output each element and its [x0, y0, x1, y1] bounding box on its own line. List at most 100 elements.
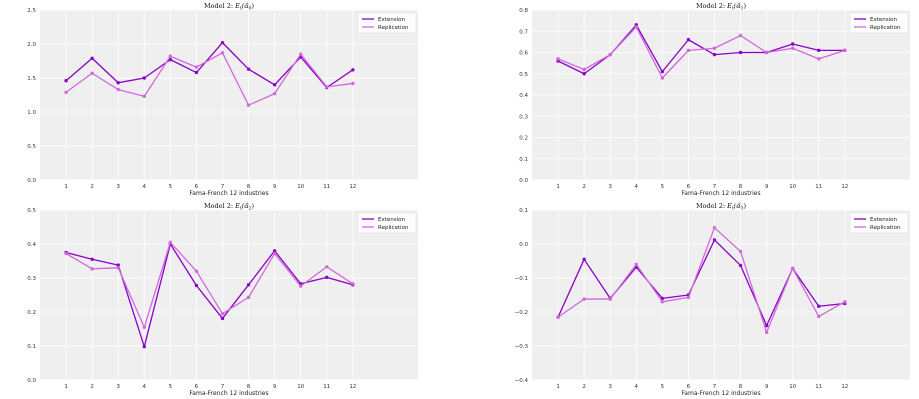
y-tick-label: 0.1	[27, 344, 36, 350]
y-tick-label: 0.0	[519, 242, 528, 248]
x-tick-label: 4	[143, 384, 147, 390]
data-point-extension	[790, 42, 795, 46]
data-point-extension	[90, 257, 94, 261]
data-point-extension	[582, 72, 586, 76]
x-tick-label: 6	[195, 184, 199, 190]
legend-label: Replication	[378, 25, 409, 31]
data-point-extension	[351, 68, 355, 72]
data-point-extension	[764, 323, 769, 328]
series-line-replication	[65, 52, 353, 106]
data-point-extension	[168, 57, 173, 62]
data-point-extension	[712, 238, 717, 242]
data-point-extension	[116, 263, 120, 267]
data-point-replication	[764, 330, 769, 335]
y-tick-label: 0.8	[519, 8, 528, 14]
data-point-extension	[246, 67, 251, 71]
data-point-replication	[817, 57, 821, 61]
chart-title-part: Model 2:	[204, 202, 235, 210]
data-point-extension	[686, 38, 691, 42]
data-point-replication	[90, 267, 94, 271]
data-point-extension	[142, 76, 146, 80]
y-tick-label: 0.4	[519, 93, 528, 99]
chart-title-part: Model 2:	[696, 202, 727, 210]
data-point-replication	[325, 265, 329, 269]
chart-panel-4: −0.4−0.3−0.2−0.10.00.11 2 3 4 5 6 7 8 9 10 11 12Fam…	[515, 201, 910, 397]
x-tick-label: 5	[661, 184, 665, 190]
chart-title-part: )	[251, 2, 254, 10]
chart-title-part: (α̂	[242, 201, 250, 210]
x-tick-label: 3	[608, 184, 612, 190]
data-point-replication	[660, 76, 665, 80]
x-tick-label: 4	[143, 184, 147, 190]
data-point-extension	[90, 56, 94, 60]
legend-box	[849, 12, 909, 34]
data-point-replication	[556, 315, 560, 319]
x-axis-label: Fama-French 12 industries	[189, 190, 268, 197]
data-point-replication	[116, 87, 120, 92]
y-tick-label: 0.0	[27, 378, 36, 384]
chart-title-part: E	[726, 2, 732, 10]
y-tick-label: 0.2	[27, 310, 36, 316]
data-point-replication	[634, 262, 638, 267]
x-tick-label: 4	[635, 384, 639, 390]
x-tick-label: 11	[323, 384, 330, 390]
chart-title-part: Model 2:	[204, 2, 235, 10]
data-point-extension	[142, 344, 146, 349]
data-point-replication	[712, 46, 717, 50]
data-point-replication	[298, 284, 303, 288]
y-tick-label: 1.0	[27, 110, 36, 116]
y-tick-label: 0.7	[519, 29, 528, 35]
x-tick-label: 5	[169, 384, 173, 390]
x-tick-label: 12	[841, 184, 848, 190]
y-tick-label: 0.5	[27, 208, 36, 214]
data-point-replication	[168, 54, 173, 58]
series-line-replication	[557, 26, 846, 79]
legend-label: Extension	[870, 217, 898, 223]
x-tick-label: 11	[815, 384, 822, 390]
legend-label: Replication	[870, 225, 901, 231]
data-point-replication	[64, 90, 68, 94]
y-tick-label: 0.2	[519, 136, 528, 142]
data-point-extension	[738, 263, 743, 268]
y-tick-label: −0.2	[515, 310, 528, 316]
plot-area	[40, 10, 418, 180]
data-point-replication	[64, 251, 68, 256]
x-tick-label: 7	[713, 384, 717, 390]
legend-label: Extension	[378, 217, 406, 223]
data-point-replication	[608, 52, 612, 57]
chart-title-part: 0	[249, 6, 252, 12]
x-tick-label: 10	[789, 184, 796, 190]
y-tick-label: 0.3	[27, 276, 36, 282]
data-point-replication	[608, 297, 612, 301]
chart-title-part: t	[240, 6, 242, 12]
chart-title-part: 3	[741, 206, 744, 212]
legend-box	[357, 212, 417, 234]
legend-box	[849, 212, 909, 234]
data-point-extension	[194, 70, 199, 75]
x-tick-label: 3	[116, 184, 120, 190]
data-point-extension	[246, 283, 251, 287]
data-point-replication	[660, 300, 665, 304]
plot-area	[532, 210, 910, 380]
legend-box	[357, 12, 417, 34]
data-point-extension	[712, 52, 717, 57]
x-tick-label: 8	[739, 384, 743, 390]
y-tick-label: 0.0	[519, 178, 528, 184]
chart-title: Model 2: Et(α̂0)	[204, 1, 255, 12]
chart-title-part: (α̂	[242, 1, 250, 10]
x-tick-label: 8	[247, 384, 251, 390]
chart-title-part: t	[732, 206, 734, 212]
data-point-replication	[142, 94, 146, 99]
data-point-replication	[790, 266, 795, 271]
y-tick-label: −0.3	[515, 344, 529, 350]
data-point-extension	[582, 257, 586, 261]
data-point-replication	[194, 269, 199, 273]
x-tick-label: 2	[90, 184, 94, 190]
x-tick-label: 8	[739, 184, 743, 190]
x-axis-label: Fama-French 12 industries	[681, 190, 760, 197]
y-tick-label: 2.0	[27, 42, 36, 48]
series-line-replication	[557, 227, 846, 334]
y-tick-label: 2.5	[27, 8, 36, 14]
x-tick-label: 9	[765, 384, 769, 390]
data-point-replication	[194, 65, 199, 69]
